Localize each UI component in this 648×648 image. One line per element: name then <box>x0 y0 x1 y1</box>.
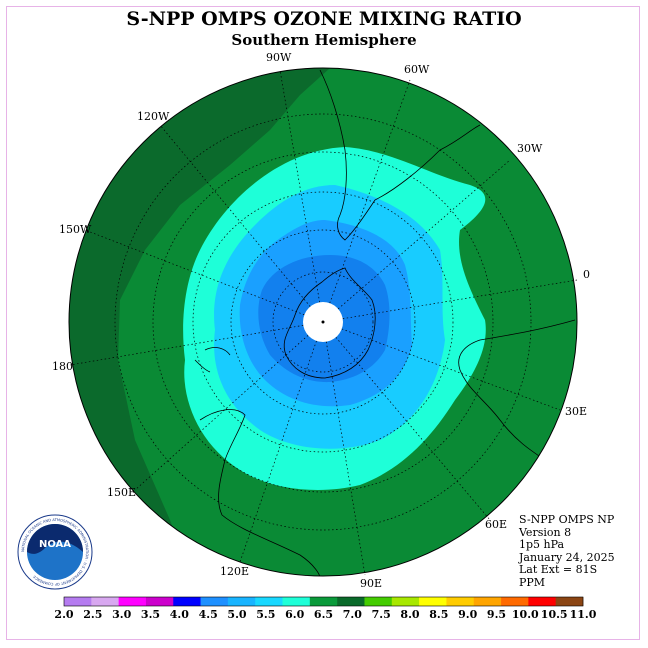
colorbar-tick-label: 10.5 <box>541 608 568 621</box>
colorbar-swatch <box>555 597 584 606</box>
coastlines <box>194 69 576 576</box>
info-lat-ext: Lat Ext = 81S <box>519 563 598 576</box>
colorbar-tick-label: 4.0 <box>170 608 189 621</box>
lon-label-30w: 30W <box>517 142 543 155</box>
colorbar-tick-label: 5.0 <box>227 608 246 621</box>
colorbar-swatch <box>419 597 447 606</box>
colorbar <box>63 596 584 607</box>
graticule <box>69 69 578 576</box>
page-title: S-NPP OMPS OZONE MIXING RATIO <box>126 8 522 30</box>
colorbar-tick-label: 7.0 <box>343 608 362 621</box>
colorbar-tick-label: 4.5 <box>199 608 218 621</box>
info-date: January 24, 2025 <box>519 550 615 564</box>
lon-label-60w: 60W <box>404 63 430 76</box>
lon-label-180: 180 <box>52 360 73 373</box>
colorbar-swatch <box>255 597 283 606</box>
plot-frame <box>6 6 640 640</box>
colorbar-swatch <box>391 597 420 606</box>
colorbar-swatch <box>64 597 92 606</box>
noaa-logo: NOAA NATIONAL OCEANIC AND ATMOSPHERIC AD… <box>17 514 93 590</box>
colorbar-outline <box>63 596 584 607</box>
colorbar-tick-label: 11.0 <box>570 608 597 621</box>
page-subtitle: Southern Hemisphere <box>231 31 417 49</box>
colorbar-swatch <box>528 597 556 606</box>
colorbar-tick-label: 8.0 <box>400 608 419 621</box>
noaa-logo-text: NOAA <box>39 539 71 550</box>
colorbar-labels: 2.0 2.5 3.0 3.5 4.0 4.5 5.0 5.5 6.0 6.5 7.0 7.5 8.0 8… <box>54 608 596 621</box>
colorbar-swatch <box>91 597 119 606</box>
info-units: PPM <box>519 575 546 589</box>
colorbar-tick-label: 9.0 <box>458 608 477 621</box>
colorbar-tick-label: 5.5 <box>256 608 275 621</box>
colorbar-tick-label: 3.5 <box>141 608 160 621</box>
info-block: S-NPP OMPS NP Version 8 1p5 hPa January … <box>519 513 615 589</box>
longitude-labels: 90W 60W 30W 0 30E 60E 90E 120E 150E 180 … <box>52 51 590 590</box>
colorbar-tick-label: 2.5 <box>83 608 102 621</box>
colorbar-tick-label: 10.0 <box>512 608 539 621</box>
pole-point <box>321 320 325 324</box>
lon-label-90w: 90W <box>266 51 292 64</box>
colorbar-tick-label: 9.5 <box>487 608 506 621</box>
map-outline <box>68 67 578 577</box>
colorbar-tick-label: 6.0 <box>285 608 304 621</box>
lon-label-60e: 60E <box>485 518 507 531</box>
colorbar-swatch <box>446 597 475 606</box>
colorbar-tick-label: 3.0 <box>112 608 131 621</box>
colorbar-swatch <box>364 597 393 606</box>
lon-label-120w: 120W <box>137 110 170 123</box>
lon-label-0: 0 <box>583 268 590 281</box>
colorbar-tick-label: 7.5 <box>372 608 391 621</box>
lon-label-120e: 120E <box>220 565 249 578</box>
colorbar-tick-label: 8.5 <box>429 608 448 621</box>
info-version: Version 8 <box>519 525 572 539</box>
lon-label-150e: 150E <box>107 486 136 499</box>
new-zealand-coast <box>194 347 231 373</box>
colorbar-swatch <box>227 597 256 606</box>
info-pressure: 1p5 hPa <box>519 538 565 551</box>
colorbar-swatch <box>200 597 229 606</box>
australia-coast <box>199 409 321 576</box>
info-instrument: S-NPP OMPS NP <box>519 513 615 526</box>
colorbar-swatch <box>309 597 338 606</box>
lon-label-90e: 90E <box>360 577 382 590</box>
colorbar-swatch <box>337 597 365 606</box>
antarctica-coast <box>283 267 376 379</box>
colorbar-tick-label: 6.5 <box>314 608 333 621</box>
colorbar-swatch <box>173 597 201 606</box>
lon-label-150w: 150W <box>59 223 92 236</box>
lon-label-30e: 30E <box>565 405 587 418</box>
colorbar-swatch <box>118 597 147 606</box>
colorbar-swatch <box>473 597 502 606</box>
colorbar-swatch <box>501 597 529 606</box>
colorbar-tick-label: 2.0 <box>54 608 73 621</box>
south-america-coast <box>319 69 481 241</box>
colorbar-swatch <box>282 597 311 606</box>
colorbar-swatch <box>145 597 174 606</box>
africa-coast <box>458 319 576 461</box>
